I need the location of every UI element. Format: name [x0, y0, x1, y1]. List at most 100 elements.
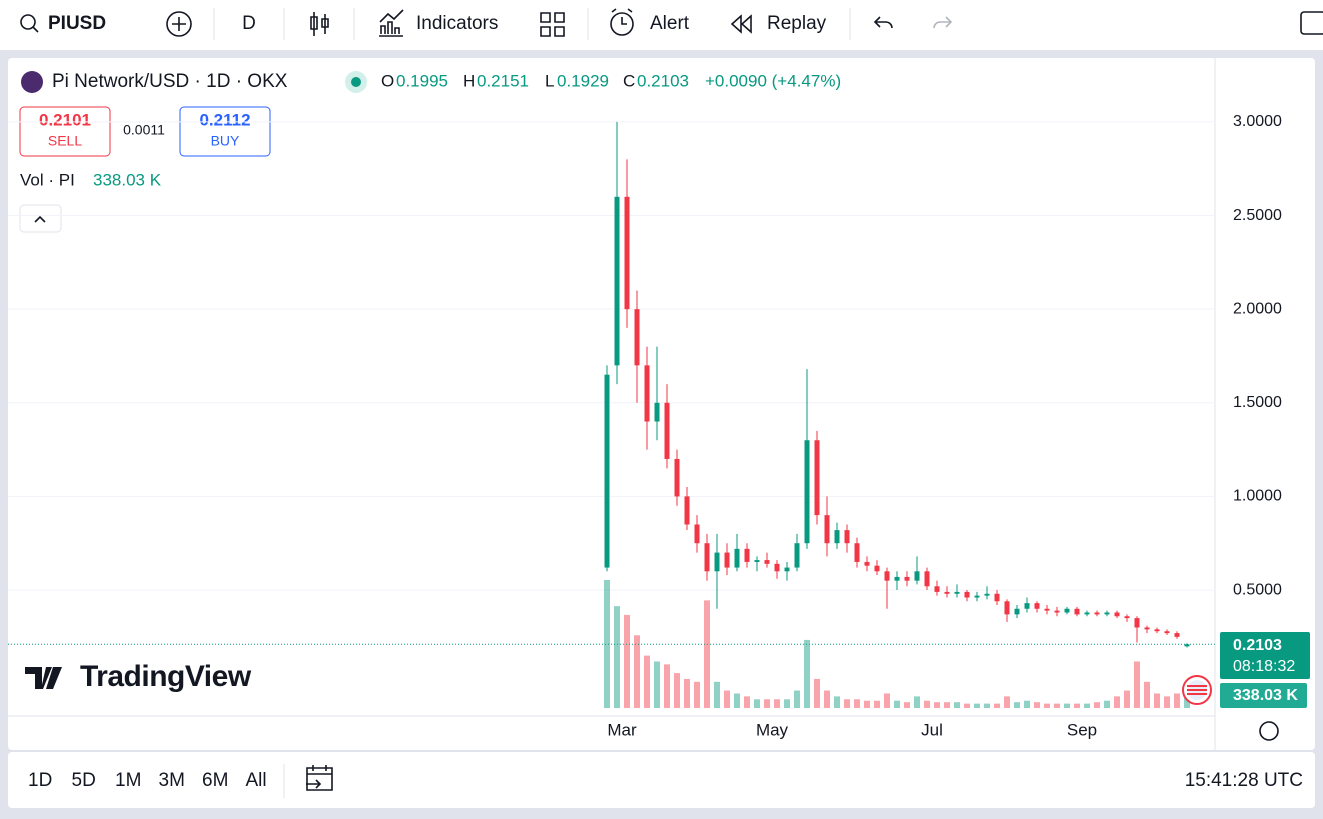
volume-bar [664, 664, 670, 708]
low-value: 0.1929 [557, 71, 609, 90]
candle-body [614, 196, 620, 366]
volume-bar [874, 700, 880, 708]
candle-body [1154, 629, 1160, 632]
change: +0.0090 (+4.47%) [705, 71, 841, 90]
replay[interactable]: Replay [767, 13, 827, 34]
candle-body [624, 196, 630, 310]
buy-button[interactable] [179, 106, 271, 157]
candle-body [874, 565, 880, 572]
toolbar [0, 0, 1323, 50]
volume-bar [1034, 702, 1040, 708]
candle-body [944, 591, 950, 594]
volume-bar [684, 678, 690, 708]
candle-body [674, 458, 680, 497]
add-symbol[interactable] [166, 11, 192, 37]
range-button[interactable]: 1M [115, 770, 141, 791]
redo[interactable] [933, 16, 953, 29]
indicators[interactable]: Indicators [416, 13, 498, 34]
replay-icon [730, 14, 752, 34]
candle-body [704, 543, 710, 572]
candle-body [1014, 608, 1020, 615]
search-icon[interactable] [20, 14, 36, 30]
volume-bar [794, 690, 800, 708]
chart-type[interactable] [310, 12, 329, 36]
candle-body [1064, 608, 1070, 613]
volume-bar [1114, 696, 1120, 708]
volume-bar [614, 606, 620, 708]
range-button[interactable]: All [246, 770, 267, 791]
volume-bar [904, 702, 910, 708]
range-button[interactable]: 1D [28, 770, 52, 791]
volume-bar [704, 600, 710, 708]
volume-bar [1104, 700, 1110, 708]
candle-body [694, 524, 700, 544]
high-value: 0.2151 [477, 71, 529, 90]
event-flag-stripes [1187, 685, 1207, 695]
volume-bar [1154, 693, 1160, 708]
volume-bar [654, 661, 660, 708]
volume-bar [984, 703, 990, 708]
y-tick-label: 2.0000 [1233, 300, 1282, 317]
close-value: 0.2103 [637, 71, 689, 90]
volume-bar [1024, 700, 1030, 708]
y-tick-label: 0.5000 [1233, 581, 1282, 598]
candle-body [664, 402, 670, 459]
volume-bar [714, 681, 720, 708]
range-button[interactable]: 5D [72, 770, 96, 791]
sell-button[interactable] [19, 106, 111, 157]
clock[interactable]: 15:41:28 UTC [1185, 770, 1303, 791]
volume-bar [1064, 703, 1070, 708]
volume-axis-value: 338.03 K [1233, 687, 1298, 704]
candle-body [724, 552, 730, 568]
candle-body [734, 548, 740, 568]
volume-bar [1014, 702, 1020, 708]
volume-bar [1054, 703, 1060, 708]
volume-bar [764, 699, 770, 708]
volume-bar [1004, 696, 1010, 708]
volume-bar [754, 699, 760, 708]
candle-body [644, 365, 650, 422]
interval[interactable]: D [242, 13, 256, 34]
symbol[interactable]: PIUSD [48, 13, 106, 34]
settings[interactable] [1259, 721, 1279, 741]
candle-body [814, 440, 820, 516]
volume-bar [734, 693, 740, 708]
volume-bar [1124, 690, 1130, 708]
volume-bar [994, 703, 1000, 708]
volume-bar [884, 693, 890, 708]
candle-body [854, 543, 860, 562]
search-icon [32, 26, 39, 33]
range-button[interactable]: 6M [202, 770, 228, 791]
y-tick-label: 1.5000 [1233, 394, 1282, 411]
panel-toggle[interactable] [1300, 11, 1323, 35]
volume-bar [824, 690, 830, 708]
candle-body [924, 571, 930, 587]
last-price-label [1220, 632, 1310, 679]
indicators-icon [379, 9, 404, 37]
buy-label: BUY [211, 133, 240, 149]
volume-axis-label [1220, 683, 1307, 708]
y-tick-label: 3.0000 [1233, 113, 1282, 130]
range-button[interactable]: 3M [159, 770, 185, 791]
alert[interactable]: Alert [650, 13, 690, 34]
close-label: C [623, 71, 635, 90]
volume-bar [724, 690, 730, 708]
candle-body [974, 595, 980, 598]
candle-body [1034, 603, 1040, 609]
y-tick-label: 1.0000 [1233, 488, 1282, 505]
volume-bar [1094, 702, 1100, 708]
x-tick-label: Mar [607, 720, 637, 739]
logo: TradingView [80, 660, 252, 693]
volume-bar [854, 699, 860, 708]
volume-value: 338.03 K [93, 170, 162, 189]
candle-body [1124, 616, 1130, 619]
volume-bar [954, 702, 960, 708]
undo[interactable] [873, 16, 893, 29]
volume-bar [784, 699, 790, 708]
candle-body [954, 591, 960, 594]
volume-bar [604, 580, 610, 708]
layouts[interactable] [540, 12, 565, 37]
go-to-date[interactable] [306, 765, 333, 791]
candle-body [1104, 612, 1110, 615]
